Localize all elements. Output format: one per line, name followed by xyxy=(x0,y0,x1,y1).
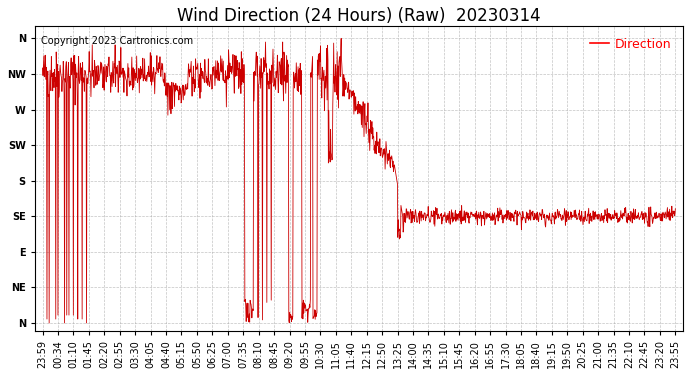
Legend: Direction: Direction xyxy=(585,33,677,56)
Title: Wind Direction (24 Hours) (Raw)  20230314: Wind Direction (24 Hours) (Raw) 20230314 xyxy=(177,7,541,25)
Text: Copyright 2023 Cartronics.com: Copyright 2023 Cartronics.com xyxy=(41,36,193,46)
